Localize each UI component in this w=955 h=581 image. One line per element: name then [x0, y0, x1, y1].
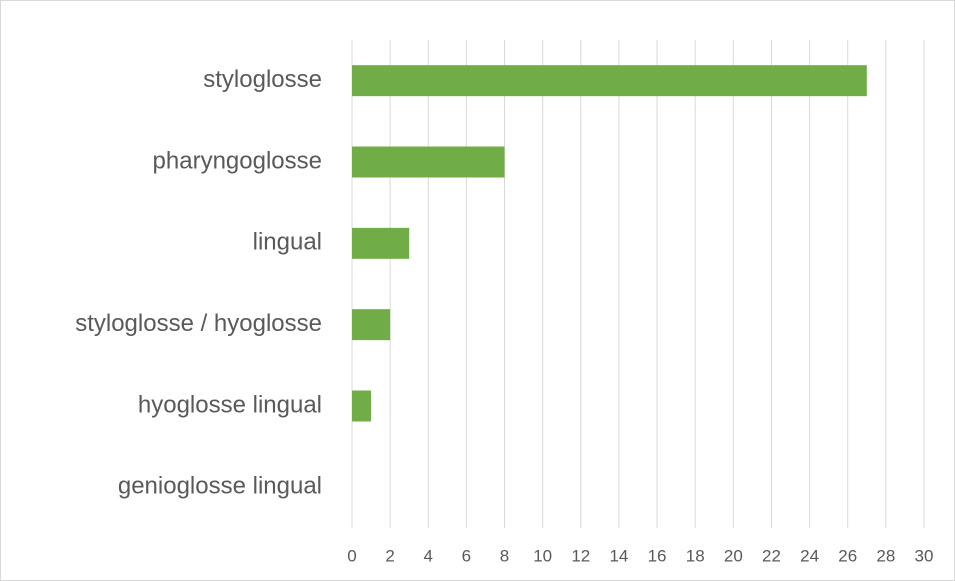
x-tick-label: 24 [800, 546, 819, 565]
x-tick-label: 20 [724, 546, 743, 565]
bar [352, 390, 372, 422]
x-tick-label: 28 [876, 546, 895, 565]
x-tick-label: 2 [385, 546, 394, 565]
x-tick-label: 14 [609, 546, 628, 565]
y-tick-label: genioglosse lingual [118, 473, 322, 500]
x-tick-label: 6 [462, 546, 471, 565]
bar [352, 146, 505, 178]
x-tick-label: 8 [500, 546, 509, 565]
y-tick-label: styloglosse [203, 66, 322, 93]
x-tick-label: 18 [686, 546, 705, 565]
x-tick-label: 12 [571, 546, 590, 565]
bar [352, 227, 410, 259]
x-tick-label: 16 [648, 546, 667, 565]
y-tick-label: lingual [253, 229, 322, 256]
x-tick-label: 10 [533, 546, 552, 565]
x-tick-label: 4 [424, 546, 433, 565]
bar [352, 309, 391, 341]
x-tick-label: 30 [915, 546, 934, 565]
y-tick-label: pharyngoglosse [153, 147, 322, 174]
x-tick-label: 26 [838, 546, 857, 565]
x-tick-label: 0 [347, 546, 356, 565]
y-tick-label: styloglosse / hyoglosse [75, 310, 322, 337]
x-tick-label: 22 [762, 546, 781, 565]
bar [352, 65, 867, 97]
y-tick-label: hyoglosse lingual [138, 391, 322, 418]
